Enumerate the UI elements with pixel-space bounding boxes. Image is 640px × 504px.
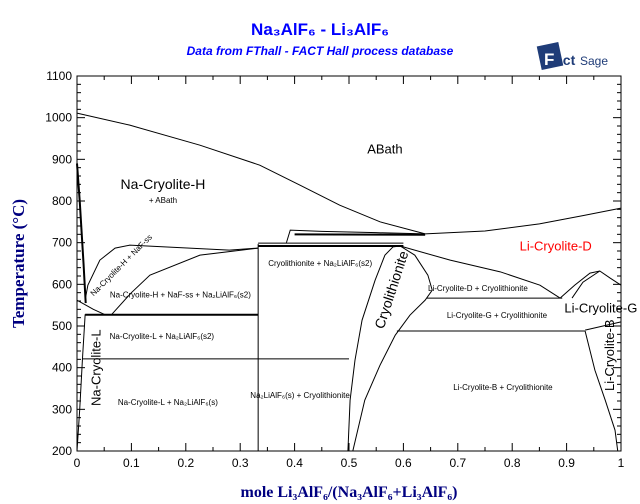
y-tick-label: 1000 xyxy=(45,111,72,125)
phase-region-label: Cryolithionite + Na₂LiAlF₆(s2) xyxy=(268,259,372,268)
y-tick-label: 700 xyxy=(52,236,72,250)
y-axis-label: Temperature (°C) xyxy=(9,199,28,328)
x-tick-label: 1 xyxy=(618,456,625,470)
x-tick-label: 0.9 xyxy=(558,456,575,470)
phase-region-label: Li-Cryolite-B + Cryolithionite xyxy=(453,383,553,392)
phase-region-label: Li-Cryolite-B xyxy=(602,319,617,391)
y-tick-label: 300 xyxy=(52,402,72,416)
phase-region-label: Na-Cryolite-H + NaF-ss xyxy=(89,233,154,298)
x-tick-label: 0 xyxy=(74,456,81,470)
x-tick-label: 0.2 xyxy=(177,456,194,470)
y-tick-label: 600 xyxy=(52,277,72,291)
chart-subtitle: Data from FThall - FACT Hall process dat… xyxy=(186,44,454,58)
phase-region-label: Li-Cryolite-D + Cryolithionite xyxy=(428,284,528,293)
phase-boundary xyxy=(347,245,433,452)
phase-boundary xyxy=(76,163,87,304)
phase-boundary xyxy=(584,330,619,452)
x-tick-label: 0.8 xyxy=(504,456,521,470)
phase-region-label: Na-Cryolite-H + NaF-ss + Na₂LiAlF₆(s2) xyxy=(110,290,251,299)
phase-boundary xyxy=(559,270,622,299)
phase-boundary xyxy=(584,321,622,331)
x-tick-label: 0.6 xyxy=(395,456,412,470)
factsage-logo: F act Sage xyxy=(536,41,608,71)
phase-boundary xyxy=(399,245,561,299)
x-tick-label: 0.4 xyxy=(286,456,303,470)
phase-region-label: + ABath xyxy=(149,196,177,205)
phase-boundary xyxy=(76,314,86,452)
phase-region-label: Na-Cryolite-L + Na₂LiAlF₆(s) xyxy=(118,398,218,407)
phase-region-label: Cryolithionite xyxy=(371,249,411,331)
phase-boundary xyxy=(76,112,426,235)
svg-text:F: F xyxy=(544,50,554,69)
svg-text:act: act xyxy=(555,52,576,68)
y-tick-label: 800 xyxy=(52,194,72,208)
phase-boundary xyxy=(111,247,259,315)
x-tick-label: 0.3 xyxy=(232,456,249,470)
phase-boundary xyxy=(571,270,601,299)
phase-region-label: Na-Cryolite-H xyxy=(121,176,206,192)
phase-boundary xyxy=(425,207,622,235)
x-axis-label: mole Li₃AlF₆/(Na₃AlF₆+Li₃AlF₆) xyxy=(241,484,458,501)
phase-boundary xyxy=(76,299,105,315)
phase-region-label: Na-Cryolite-L xyxy=(89,329,104,406)
y-tick-label: 400 xyxy=(52,361,72,375)
x-tick-label: 0.1 xyxy=(123,456,140,470)
y-tick-label: 500 xyxy=(52,319,72,333)
chart-title: Na₃AlF₆ - Li₃AlF₆ xyxy=(251,20,389,39)
phase-boundary xyxy=(285,229,426,243)
svg-text:Sage: Sage xyxy=(580,54,608,68)
x-tick-label: 0.7 xyxy=(449,456,466,470)
phase-region-label: ABath xyxy=(367,142,402,157)
phase-region-label: Li-Cryolite-G + Cryolithionite xyxy=(447,311,548,320)
phase-region-label: Na-Cryolite-L + Na₂LiAlF₆(s2) xyxy=(110,332,215,341)
x-tick-label: 0.5 xyxy=(341,456,358,470)
phase-boundary xyxy=(85,244,259,297)
y-tick-label: 1100 xyxy=(46,69,72,83)
y-tick-label: 200 xyxy=(52,444,72,458)
phase-region-label: Li-Cryolite-G xyxy=(564,300,637,315)
phase-region-label: Na₂LiAlF₆(s) + Cryolithionite xyxy=(250,391,350,400)
y-tick-label: 900 xyxy=(52,152,72,166)
phase-region-label: Li-Cryolite-D xyxy=(520,238,592,253)
